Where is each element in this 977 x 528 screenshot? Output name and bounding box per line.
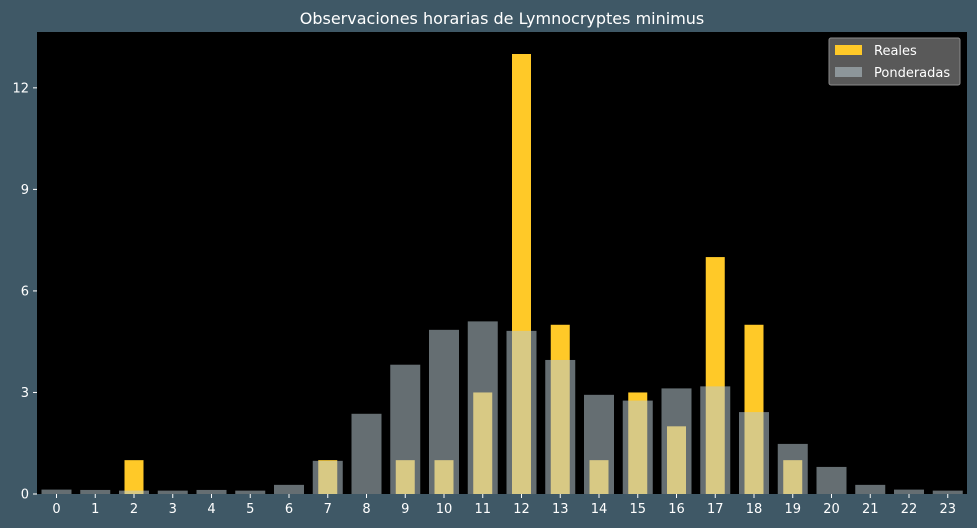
bar-ponderadas-3 [157,490,188,494]
x-tick-label-19: 19 [784,502,801,517]
x-tick-label-15: 15 [629,502,646,517]
bar-ponderadas-10 [429,329,459,494]
x-tick-label-6: 6 [285,502,293,517]
x-tick-label-1: 1 [91,502,99,517]
bar-ponderadas-22 [894,489,924,494]
x-tick-label-11: 11 [474,502,491,517]
bar-ponderadas-11 [467,321,498,494]
y-axis: 0 3 6 9 12 [12,81,37,503]
bar-ponderadas-4 [196,489,227,494]
legend: Reales Ponderadas [828,37,961,86]
bar-ponderadas-7 [312,460,343,494]
y-tick-label-3: 3 [21,386,29,401]
x-tick-label-7: 7 [324,502,332,517]
x-tick-label-5: 5 [246,502,254,517]
x-tick-label-22: 22 [901,502,918,517]
x-tick-label-3: 3 [169,502,177,517]
bar-ponderadas-12 [506,330,537,494]
x-tick-label-21: 21 [862,502,879,517]
y-tick-label-9: 9 [21,183,29,198]
legend-swatch-reales [835,45,862,55]
x-tick-label-17: 17 [707,502,724,517]
x-tick-label-18: 18 [746,502,763,517]
bar-ponderadas-9 [390,364,421,494]
x-tick-label-23: 23 [939,502,956,517]
bar-ponderadas-23 [932,490,963,494]
x-tick-label-10: 10 [436,502,453,517]
x-tick-label-14: 14 [591,502,608,517]
legend-swatch-ponderadas [835,67,862,77]
bar-ponderadas-5 [235,490,266,494]
x-tick-label-13: 13 [552,502,569,517]
bar-ponderadas-13 [545,359,576,494]
bar-ponderadas-17 [700,386,731,494]
y-tick-label-12: 12 [12,81,29,96]
bar-ponderadas-1 [80,489,111,494]
x-tick-label-8: 8 [362,502,370,517]
y-tick-label-6: 6 [21,284,29,299]
bar-ponderadas-15 [622,400,653,494]
legend-label-ponderadas: Ponderadas [874,66,950,81]
x-tick-label-9: 9 [401,502,409,517]
bar-ponderadas-14 [584,394,614,494]
x-axis: 0 1 2 3 4 5 6 7 8 9 10 11 12 13 14 15 16 17 18 19 20 21 22 23 [52,494,956,517]
bar-ponderadas-19 [777,443,808,494]
x-tick-label-16: 16 [668,502,685,517]
bar-ponderadas-21 [855,484,886,494]
bar-ponderadas-2 [119,490,149,494]
x-tick-label-2: 2 [130,502,138,517]
legend-label-reales: Reales [874,44,917,59]
bar-ponderadas-18 [739,412,769,494]
bar-reales-2 [124,460,144,494]
bar-ponderadas-20 [816,466,847,494]
bar-ponderadas-16 [661,388,692,494]
bar-ponderadas-8 [351,413,382,494]
plot-area [37,32,967,494]
x-tick-label-12: 12 [513,502,530,517]
x-tick-label-4: 4 [207,502,215,517]
series-ponderadas [41,321,963,494]
y-tick-label-0: 0 [21,488,29,503]
bar-ponderadas-6 [274,484,304,494]
x-tick-label-20: 20 [823,502,840,517]
chart-title: Observaciones horarias de Lymnocryptes m… [300,9,705,28]
bar-ponderadas-0 [41,489,72,494]
x-tick-label-0: 0 [52,502,60,517]
